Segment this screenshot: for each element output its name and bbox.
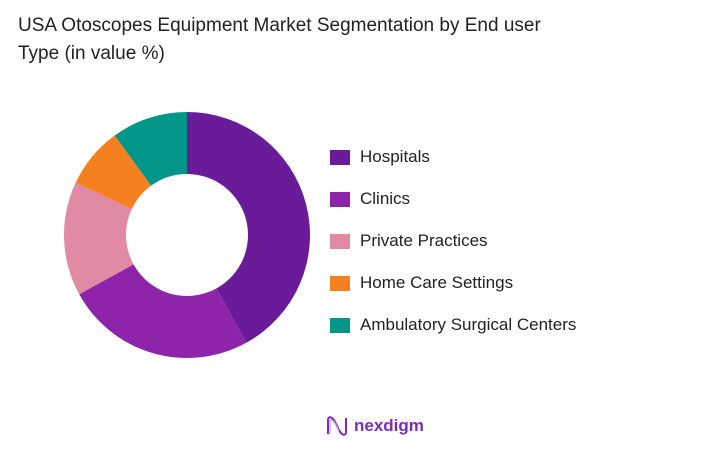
chart-title: USA Otoscopes Equipment Market Segmentat… (18, 15, 541, 64)
legend: Hospitals Clinics Private Practices Home Ca… (330, 136, 576, 346)
legend-item: Private Practices (330, 220, 576, 262)
legend-item: Clinics (330, 178, 576, 220)
legend-item: Ambulatory Surgical Centers (330, 304, 576, 346)
slice-home-care-settings (75, 135, 152, 210)
legend-swatch (330, 149, 350, 165)
legend-label: Private Practices (360, 231, 488, 250)
slice-hospitals (187, 112, 310, 343)
legend-swatch (330, 191, 350, 207)
slice-ambulatory-surgical-centers (114, 112, 187, 186)
brand-name: nexdigm (354, 416, 424, 435)
legend-swatch (330, 233, 350, 249)
slice-private-practices (64, 182, 134, 295)
legend-label: Clinics (360, 189, 411, 208)
legend-item: Hospitals (330, 136, 576, 178)
legend-label: Home Care Settings (360, 273, 514, 292)
nexdigm-logo-icon (327, 416, 347, 436)
legend-swatch (330, 275, 350, 291)
brand-logo: nexdigm (326, 416, 424, 436)
legend-label: Hospitals (360, 147, 430, 166)
legend-item: Home Care Settings (330, 262, 576, 304)
legend-label: Ambulatory Surgical Centers (360, 315, 577, 334)
slice-clinics (79, 264, 247, 358)
legend-swatch (330, 317, 350, 333)
